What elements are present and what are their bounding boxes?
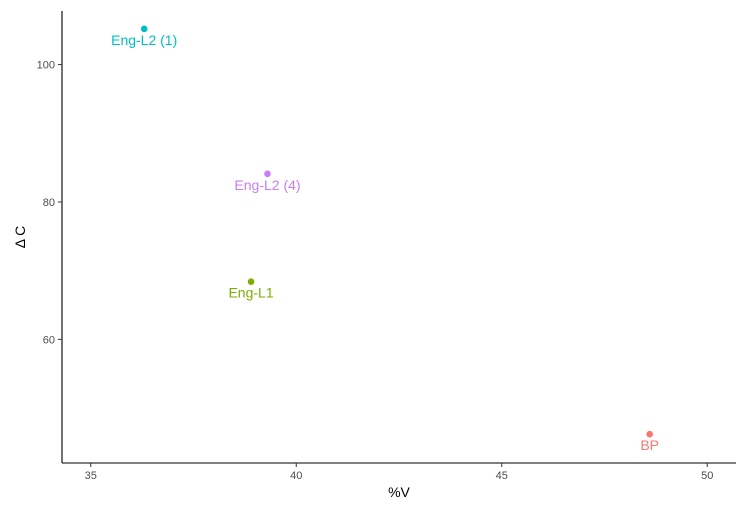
data-point-label: Eng-L2 (1) <box>111 32 177 48</box>
x-tick-label: 40 <box>290 470 302 482</box>
data-point-label: Eng-L1 <box>228 285 273 301</box>
x-tick-label: 45 <box>496 470 508 482</box>
x-tick-label: 35 <box>85 470 97 482</box>
y-tick-label: 80 <box>43 197 55 209</box>
plot-marks: Eng-L2 (1) Eng-L2 (4) Eng-L1 BP <box>111 25 659 453</box>
x-axis-title: %V <box>388 484 410 500</box>
y-tick-label: 60 <box>43 334 55 346</box>
data-point-label: Eng-L2 (4) <box>234 177 300 193</box>
data-point <box>247 278 255 285</box>
y-axis-title: Δ C <box>12 226 28 249</box>
data-point <box>140 25 148 33</box>
data-point-label: BP <box>640 437 659 453</box>
data-point <box>646 430 653 438</box>
y-axis-ticks: 60 80 100 <box>37 60 62 346</box>
x-axis-ticks: 35 40 45 50 <box>85 463 713 482</box>
data-point <box>264 170 271 178</box>
x-tick-label: 50 <box>701 470 713 482</box>
y-tick-label: 100 <box>37 60 55 72</box>
